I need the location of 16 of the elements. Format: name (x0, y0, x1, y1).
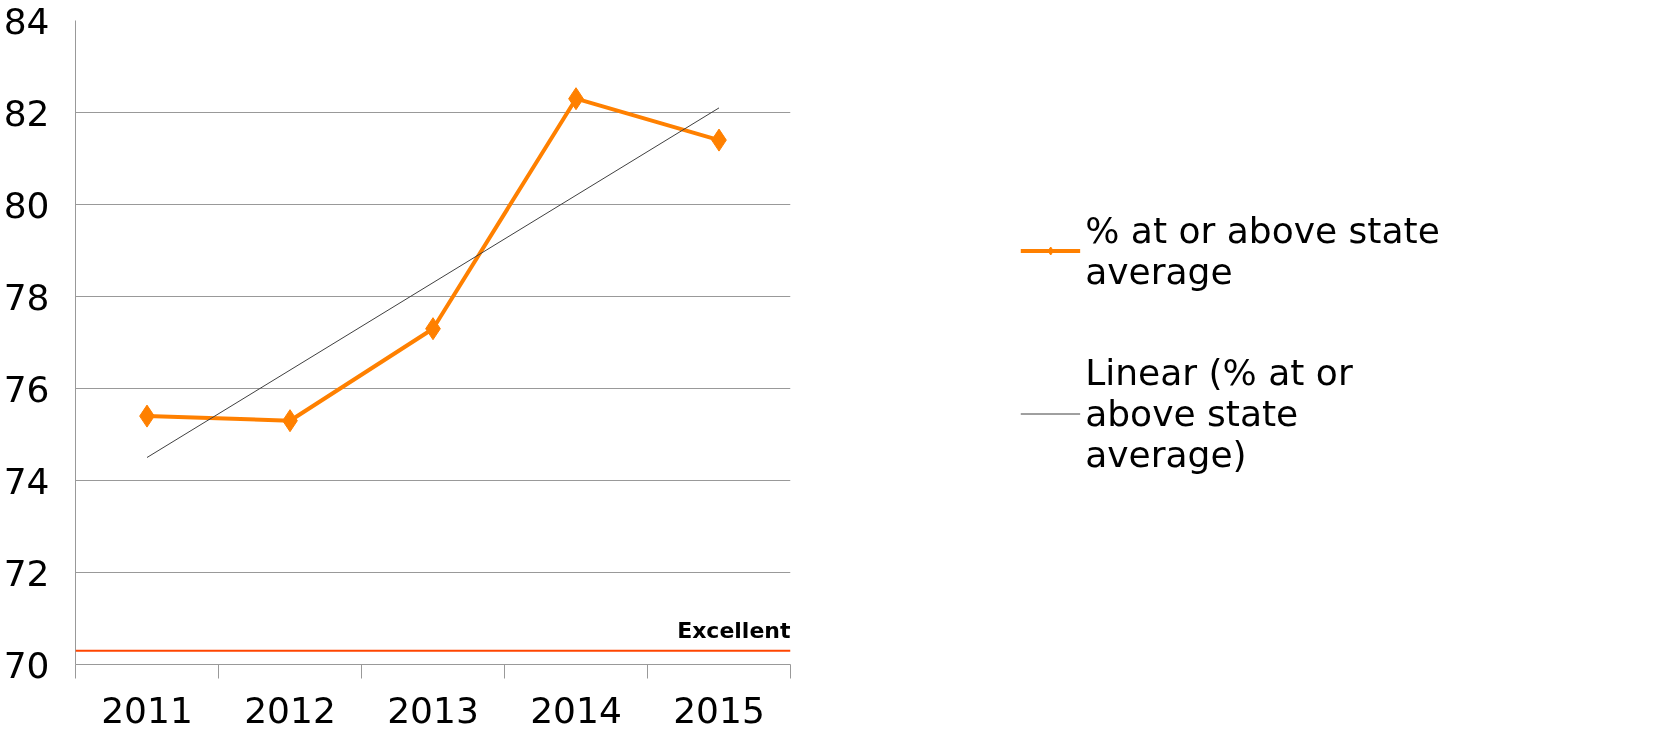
x-tick-label: 2012 (244, 689, 336, 731)
y-tick-label: 76 (3, 368, 50, 410)
x-tick-label: 2014 (530, 689, 622, 731)
y-tick-label: 70 (3, 644, 50, 686)
y-tick-label: 72 (3, 552, 50, 594)
x-tick-label: 2011 (101, 689, 193, 731)
legend-label: Linear (% at or above state average) (1085, 351, 1353, 475)
y-tick-label: 80 (3, 184, 50, 226)
legend-label: % at or above state average (1085, 209, 1440, 292)
y-tick-label: 74 (3, 460, 50, 502)
ref-line-label: Excellent (677, 617, 791, 643)
y-tick-label: 82 (3, 92, 50, 134)
x-tick-label: 2013 (387, 689, 479, 731)
y-tick-label: 78 (3, 276, 50, 318)
x-tick-label: 2015 (673, 689, 765, 731)
y-tick-label: 84 (3, 0, 50, 42)
